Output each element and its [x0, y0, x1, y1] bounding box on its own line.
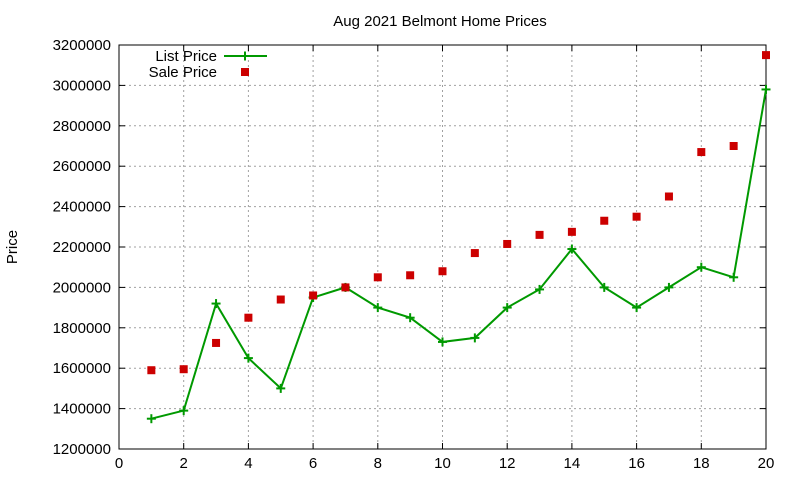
x-tick-label: 10: [434, 455, 451, 472]
x-tick-label: 4: [244, 455, 252, 472]
data-point: [664, 192, 673, 201]
data-point: [729, 142, 738, 150]
y-tick-label: 3200000: [53, 37, 111, 54]
series-0: [146, 84, 771, 424]
y-tick-label: 2000000: [53, 279, 111, 296]
x-tick-label: 2: [180, 455, 188, 472]
data-point: [697, 148, 706, 157]
series-line: [151, 89, 767, 420]
data-point: [761, 84, 771, 94]
data-point: [146, 414, 156, 424]
x-tick-label: 12: [499, 455, 516, 472]
legend-marker: [240, 51, 250, 61]
y-tick-label: 1800000: [53, 320, 111, 337]
data-point: [535, 230, 544, 239]
y-tick-label: 2200000: [53, 239, 111, 256]
y-tick-label: 2400000: [53, 199, 111, 216]
x-tick-label: 18: [693, 455, 710, 472]
data-point: [696, 262, 706, 272]
y-tick-label: 2600000: [53, 158, 111, 175]
y-tick-label: 1200000: [53, 441, 111, 458]
data-point: [147, 366, 156, 375]
x-tick-label: 8: [374, 455, 382, 472]
data-point: [438, 267, 447, 276]
x-tick-label: 16: [628, 455, 645, 472]
data-point: [632, 212, 641, 221]
data-point: [438, 337, 447, 347]
y-tick-label: 3000000: [53, 77, 111, 94]
y-tick-label: 1600000: [53, 360, 111, 377]
legend-label: Sale Price: [149, 64, 217, 81]
data-point: [664, 282, 674, 292]
data-point: [373, 303, 383, 313]
data-point: [729, 272, 739, 282]
legend-label: List Price: [155, 48, 217, 65]
data-point: [179, 406, 189, 416]
data-point: [276, 295, 285, 304]
x-tick-label: 20: [758, 455, 775, 472]
grid: [119, 45, 766, 449]
x-tick-label: 0: [115, 455, 123, 472]
x-tick-label: 14: [564, 455, 581, 472]
y-tick-label: 1400000: [53, 401, 111, 418]
data-point: [599, 282, 609, 292]
data-point: [244, 313, 253, 322]
chart-title: Aug 2021 Belmont Home Prices: [333, 13, 546, 30]
axis-ticks: 1200000 1400000 1600000 1800000 2000000 22000…: [53, 37, 775, 472]
data-point: [405, 313, 415, 323]
y-tick-label: 2800000: [53, 118, 111, 135]
data-point: [341, 283, 350, 292]
y-axis-label: Price: [4, 230, 21, 264]
data-point: [535, 284, 545, 294]
series: [146, 51, 771, 424]
data-point: [179, 365, 188, 374]
data-point: [503, 239, 512, 248]
data-point: [211, 299, 221, 309]
data-point: [567, 227, 576, 236]
data-point: [502, 303, 512, 313]
data-point: [632, 303, 642, 313]
legend-marker: [241, 68, 249, 76]
data-point: [276, 383, 286, 393]
data-point: [470, 333, 480, 343]
data-point: [600, 216, 609, 225]
data-point: [373, 273, 382, 282]
data-point: [309, 291, 318, 300]
data-point: [406, 271, 415, 280]
data-point: [243, 353, 253, 363]
data-point: [567, 244, 577, 254]
x-tick-label: 6: [309, 455, 317, 472]
data-point: [762, 51, 770, 60]
data-point: [470, 249, 479, 258]
data-point: [212, 338, 221, 347]
series-1: [147, 51, 770, 375]
